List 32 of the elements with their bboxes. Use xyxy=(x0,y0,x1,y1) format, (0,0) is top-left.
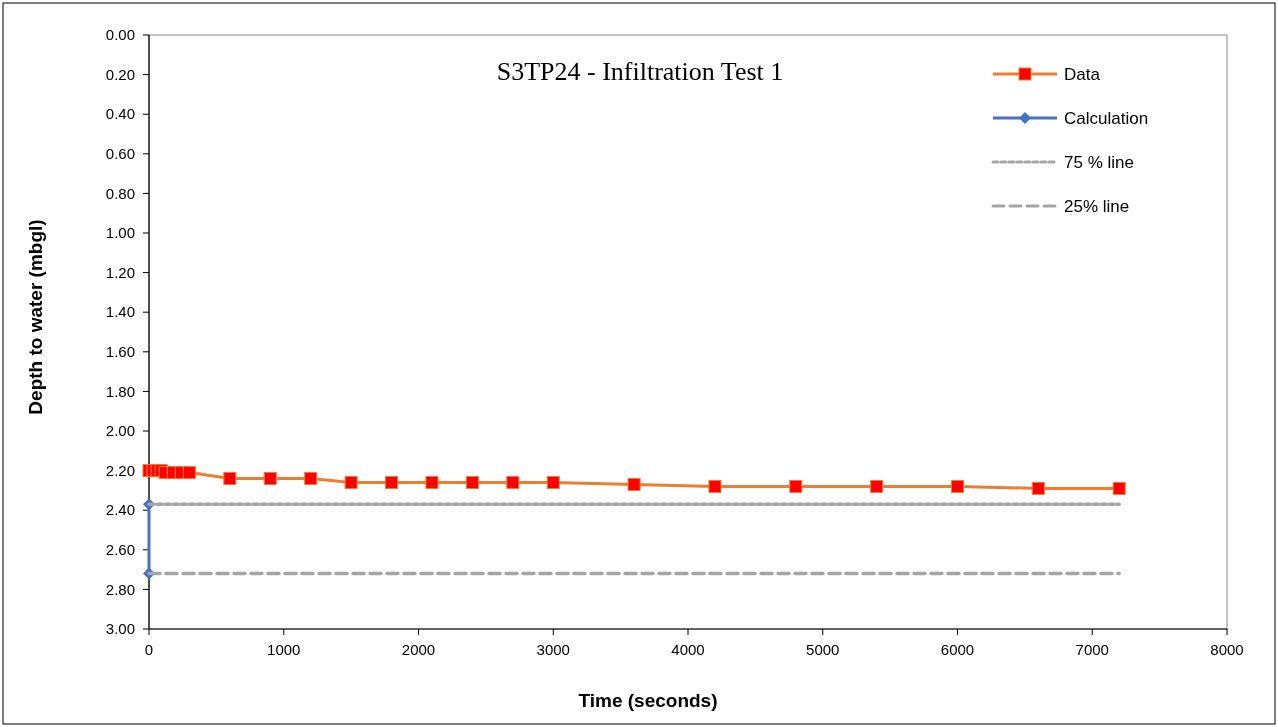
y-tick-label: 0.20 xyxy=(105,65,135,83)
y-tick-label: 1.00 xyxy=(105,224,135,242)
y-tick-label: 1.20 xyxy=(105,263,135,281)
y-tick-label: 0.80 xyxy=(105,184,135,202)
x-tick-label: 4000 xyxy=(671,641,705,658)
x-tick-label: 5000 xyxy=(806,641,840,658)
y-tick-label: 0.40 xyxy=(105,105,135,123)
x-axis-title: Time (seconds) xyxy=(578,690,718,711)
x-tick-label: 2000 xyxy=(401,641,436,658)
text: S3TP24 - Infiltration Test 1 xyxy=(496,57,784,86)
y-axis-title: Depth to water (mbgl) xyxy=(25,219,46,415)
legend-label: 25% line xyxy=(1064,196,1130,216)
y-tick-label: 1.60 xyxy=(105,343,135,361)
y-tick-label: 3.00 xyxy=(105,620,135,638)
y-tick-label: 0.60 xyxy=(105,145,135,163)
x-tick-label: 0 xyxy=(144,641,154,658)
y-tick-label: 2.40 xyxy=(105,501,135,519)
legend-label: 75 % line xyxy=(1064,152,1134,172)
y-tick-label: 2.80 xyxy=(105,580,135,598)
legend-label: Calculation xyxy=(1064,108,1149,128)
y-tick-label: 0.00 xyxy=(105,26,135,44)
y-tick-label: 2.60 xyxy=(105,541,135,559)
y-tick-label: 1.80 xyxy=(105,382,135,400)
x-tick-label: 8000 xyxy=(1210,641,1244,658)
x-tick-label: 1000 xyxy=(267,641,301,658)
y-tick-label: 2.20 xyxy=(105,461,135,479)
x-tick-label: 7000 xyxy=(1075,641,1109,658)
x-tick-label: 3000 xyxy=(536,641,570,658)
y-tick-label: 1.40 xyxy=(105,303,135,321)
y-tick-label: 2.00 xyxy=(105,422,135,440)
x-tick-label: 6000 xyxy=(940,641,975,658)
legend-label: Data xyxy=(1064,64,1101,84)
